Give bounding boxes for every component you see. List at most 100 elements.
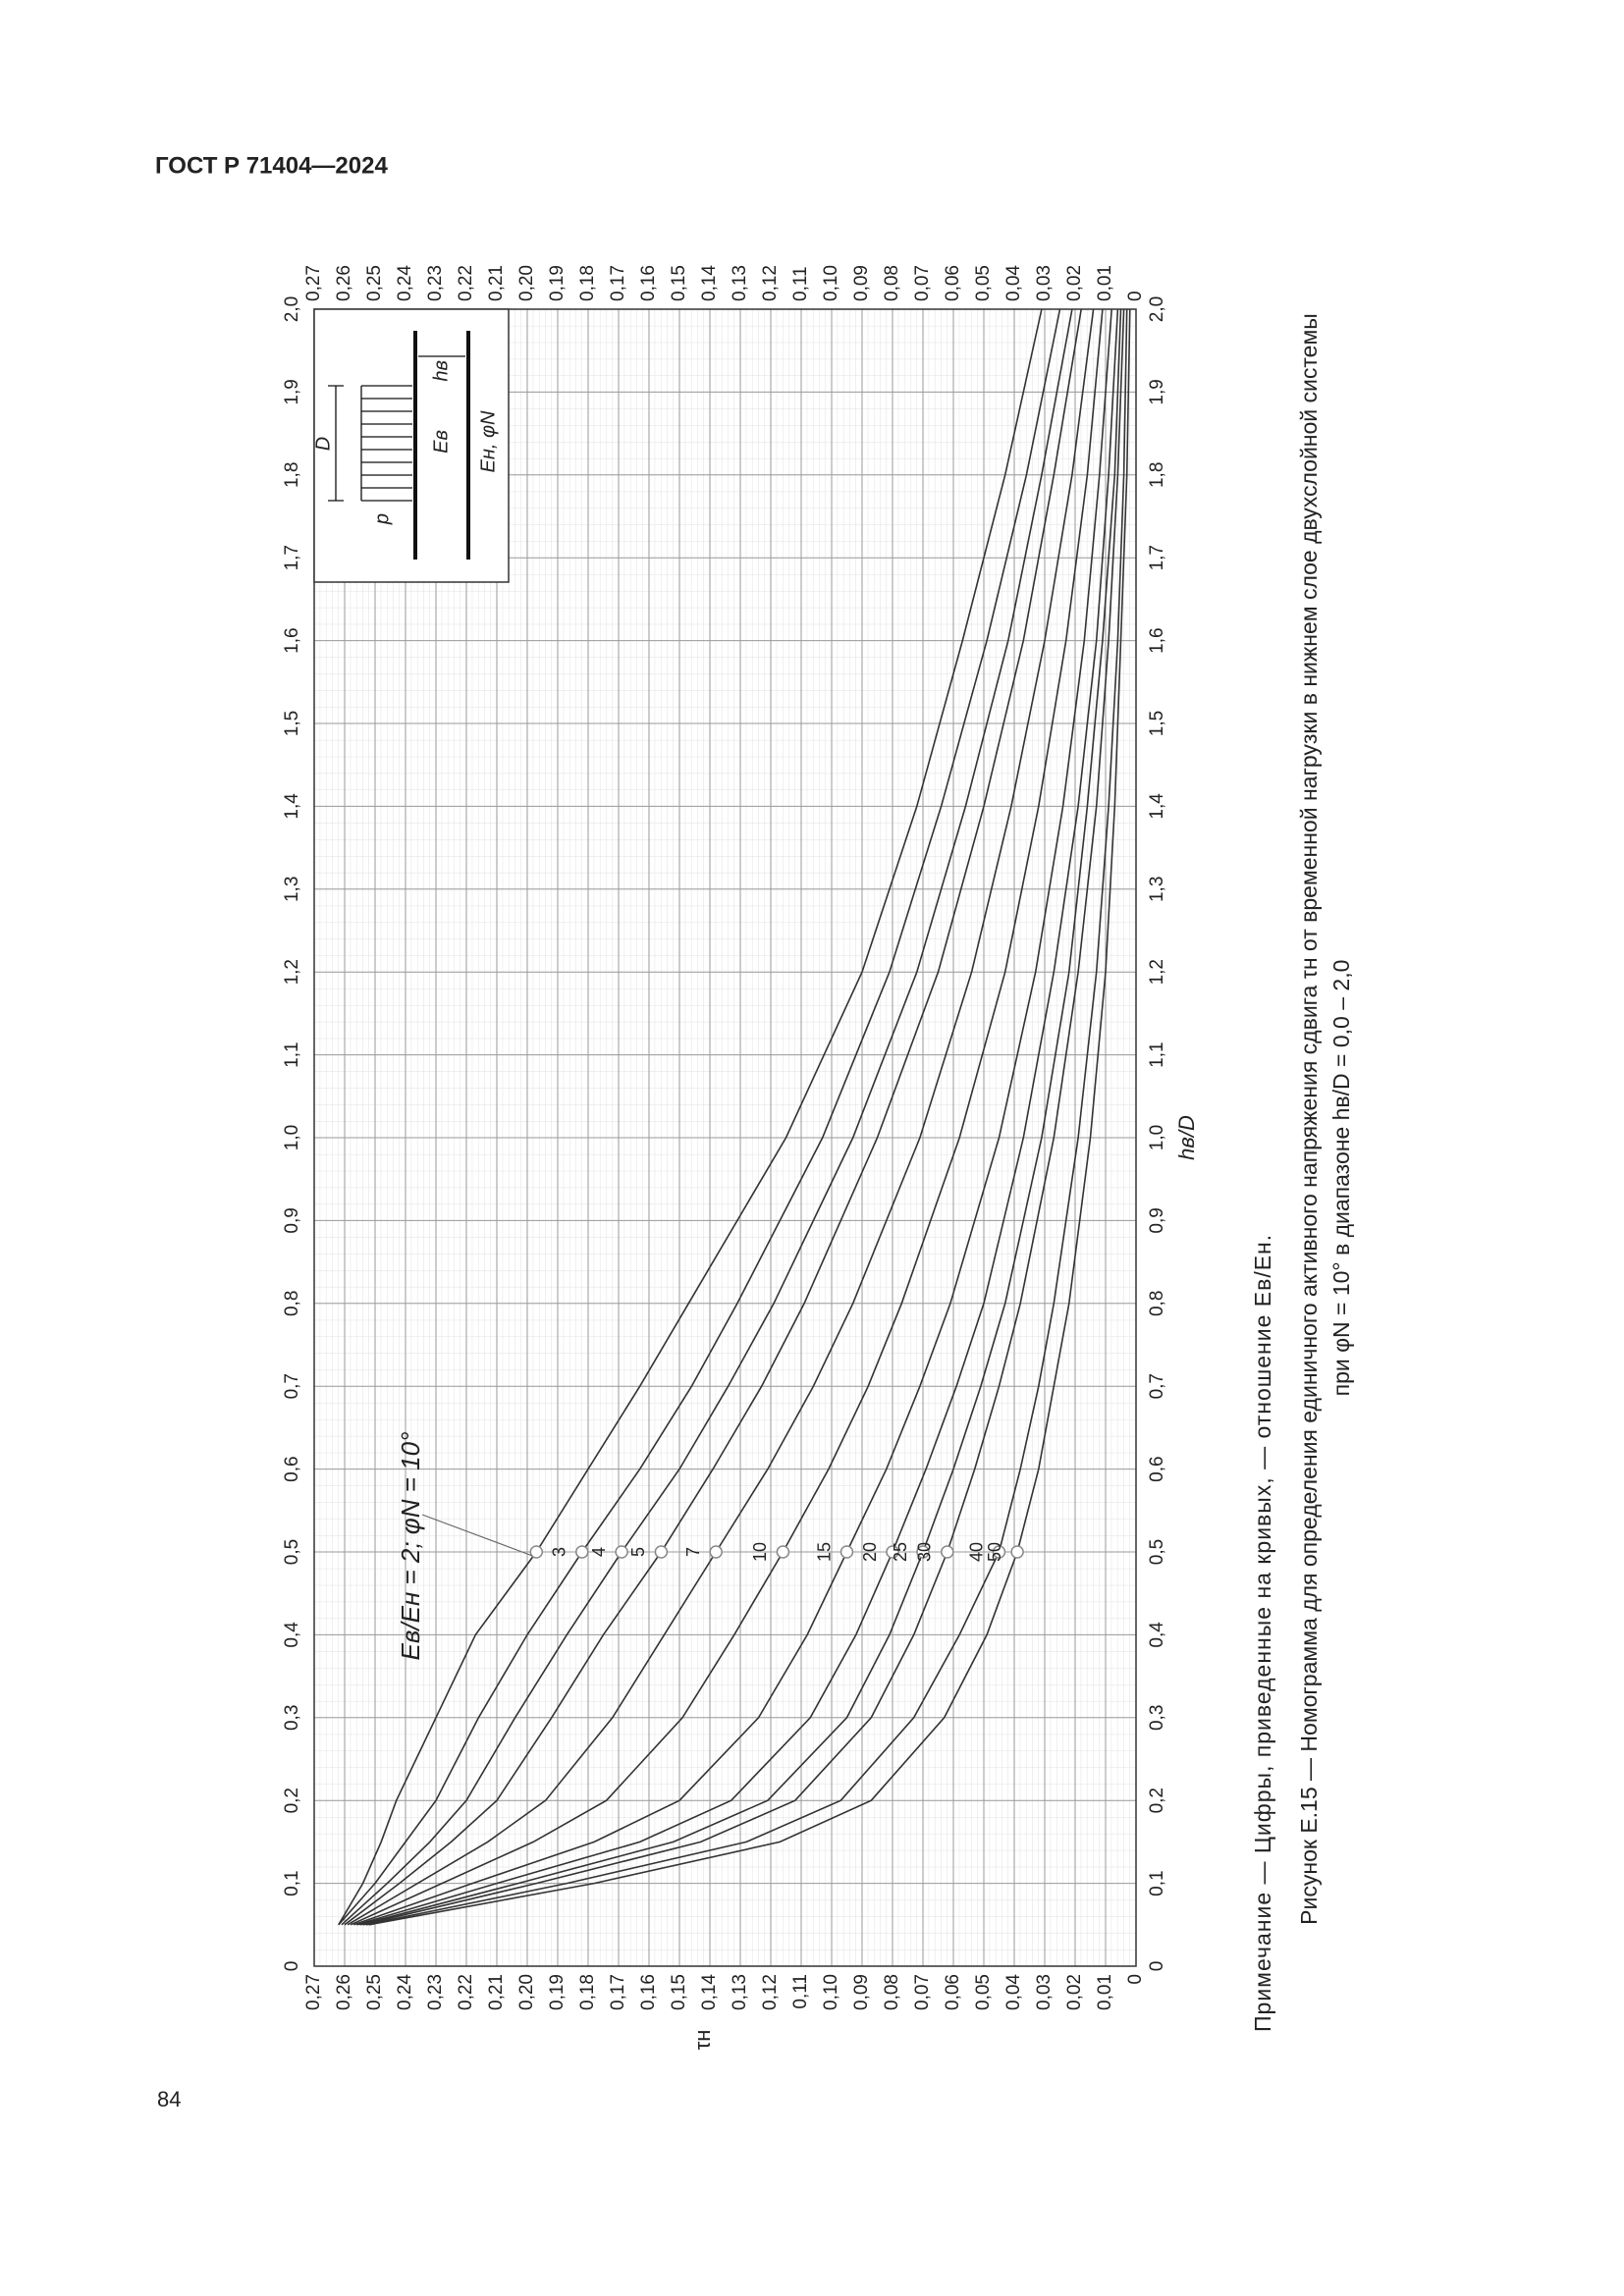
load-arrows bbox=[328, 355, 465, 502]
x-tick-label: 1,4 bbox=[282, 793, 302, 820]
x-tick-label: 0 bbox=[282, 1961, 302, 1972]
inset: p D Eв Eн, φN hв bbox=[312, 308, 510, 583]
curve-label: 7 bbox=[683, 1547, 703, 1557]
x-tick-label: 1,1 bbox=[1147, 1041, 1167, 1067]
x-tick-label: 1,1 bbox=[282, 1041, 302, 1067]
y-tick-label: 0,01 bbox=[1095, 1974, 1115, 2010]
y-tick-label: 0,20 bbox=[516, 1974, 537, 2010]
x-tick-label: 0,8 bbox=[1147, 1291, 1167, 1316]
x-tick-label: 0,2 bbox=[1147, 1788, 1167, 1813]
x-tick-label: 1,0 bbox=[1147, 1125, 1167, 1150]
y-tick-label: 0,08 bbox=[882, 1974, 902, 2010]
y-tick-label: 0,26 bbox=[334, 265, 354, 301]
x-tick-label: 1,8 bbox=[282, 462, 302, 488]
y-tick-label: 0,16 bbox=[638, 265, 659, 301]
header: ГОСТ Р 71404—2024 bbox=[155, 152, 388, 179]
y-tick-label: 0,13 bbox=[730, 265, 750, 301]
y-tick-label: 0,03 bbox=[1034, 1974, 1055, 2010]
y-tick-label: 0,18 bbox=[577, 1974, 598, 2010]
x-tick-label: 0,9 bbox=[282, 1207, 302, 1233]
caption-line: при φN = 10° в диапазоне hв/D = 0,0 – 2,… bbox=[1328, 960, 1354, 1397]
y-axis-label: τн bbox=[690, 2030, 715, 2051]
x-tick-label: 1,7 bbox=[1147, 545, 1167, 570]
y-tick-label: 0,09 bbox=[851, 1974, 872, 2010]
x-tick-label: 1,3 bbox=[282, 877, 302, 902]
y-tick-label: 0,19 bbox=[547, 265, 568, 301]
rotated-chart: p D Eв Eн, φN hв Eв/Eн = 2; φN = 10° hв/… bbox=[282, 265, 1354, 2051]
x-tick-label: 2,0 bbox=[282, 296, 302, 322]
x-tick-label: 1,6 bbox=[1147, 627, 1167, 653]
x-tick-label: 0 bbox=[1147, 1961, 1167, 1972]
curve bbox=[344, 308, 1082, 1926]
y-tick-label: 0,23 bbox=[425, 265, 446, 301]
y-tick-label: 0,26 bbox=[334, 1974, 354, 2010]
inset-label: Eв bbox=[430, 430, 452, 454]
curve-label: 15 bbox=[814, 1542, 834, 1562]
curve-marker bbox=[941, 1545, 954, 1559]
curve-label: 4 bbox=[589, 1547, 609, 1557]
y-tick-label: 0,19 bbox=[547, 1974, 568, 2010]
y-tick-label: 0,11 bbox=[790, 1974, 811, 2009]
curve bbox=[368, 308, 1131, 1926]
x-tick-label: 1,4 bbox=[1147, 793, 1167, 820]
y-tick-label: 0,16 bbox=[638, 1974, 659, 2010]
y-tick-label: 0,08 bbox=[882, 265, 902, 301]
y-tick-label: 0,07 bbox=[912, 265, 933, 301]
curve-label: 20 bbox=[860, 1542, 880, 1562]
x-tick-label: 0,3 bbox=[1147, 1705, 1167, 1731]
y-tick-label: 0,06 bbox=[943, 265, 963, 301]
x-tick-label: 2,0 bbox=[1147, 296, 1167, 322]
y-tick-label: 0,05 bbox=[973, 265, 994, 301]
y-tick-label: 0,21 bbox=[486, 265, 507, 301]
y-tick-label: 0,24 bbox=[395, 1974, 415, 2010]
y-tick-label: 0,02 bbox=[1064, 1974, 1085, 2010]
curve bbox=[341, 308, 1073, 1926]
y-tick-label: 0,27 bbox=[303, 265, 324, 301]
curve bbox=[338, 308, 1043, 1926]
y-tick-label: 0,12 bbox=[760, 1974, 781, 2010]
curve-marker bbox=[575, 1545, 589, 1559]
curve-label: 30 bbox=[915, 1542, 935, 1562]
y-tick-label: 0,15 bbox=[669, 265, 689, 301]
y-tick-label: 0,02 bbox=[1064, 265, 1085, 301]
leader-line bbox=[421, 1514, 533, 1557]
curve bbox=[356, 308, 1119, 1926]
y-tick-label: 0 bbox=[1125, 1974, 1146, 1985]
y-tick-label: 0,14 bbox=[699, 1974, 720, 2010]
x-tick-label: 0,4 bbox=[282, 1622, 302, 1648]
curve-label: 5 bbox=[628, 1547, 648, 1557]
y-tick-label: 0,12 bbox=[760, 265, 781, 301]
y-tick-label: 0,22 bbox=[456, 1974, 476, 2010]
x-tick-label: 0,7 bbox=[282, 1373, 302, 1399]
y-tick-label: 0,11 bbox=[790, 266, 811, 301]
curve bbox=[338, 308, 1061, 1926]
x-tick-label: 0,6 bbox=[282, 1456, 302, 1481]
y-tick-label: 0,07 bbox=[912, 1974, 933, 2010]
y-tick-label: 0,23 bbox=[425, 1974, 446, 2010]
y-tick-label: 0,10 bbox=[821, 265, 841, 301]
note: Примечание — Цифры, приведенные на кривы… bbox=[1250, 1234, 1275, 2032]
curve-marker bbox=[654, 1545, 669, 1559]
curve bbox=[350, 308, 1104, 1926]
x-tick-label: 0,7 bbox=[1147, 1373, 1167, 1399]
curve-marker bbox=[529, 1545, 544, 1559]
y-tick-label: 0,25 bbox=[364, 265, 385, 301]
curve-marker bbox=[992, 1545, 1006, 1559]
y-tick-label: 0,14 bbox=[699, 265, 720, 301]
x-tick-label: 1,5 bbox=[282, 711, 302, 736]
y-tick-label: 0,27 bbox=[303, 1974, 324, 2010]
y-tick-label: 0,03 bbox=[1034, 265, 1055, 301]
y-tick-label: 0,18 bbox=[577, 265, 598, 301]
curve-label: 3 bbox=[550, 1547, 569, 1557]
x-tick-label: 1,3 bbox=[1147, 877, 1167, 902]
y-tick-label: 0,22 bbox=[456, 265, 476, 301]
y-tick-label: 0,24 bbox=[395, 265, 415, 301]
plot-frame bbox=[313, 308, 1137, 1967]
y-tick-label: 0,01 bbox=[1095, 265, 1115, 301]
curve-marker bbox=[839, 1545, 854, 1559]
curve-label: 25 bbox=[891, 1542, 910, 1562]
x-tick-label: 0,5 bbox=[1147, 1539, 1167, 1565]
x-tick-label: 0,4 bbox=[1147, 1622, 1167, 1648]
x-tick-label: 0,2 bbox=[282, 1788, 302, 1813]
